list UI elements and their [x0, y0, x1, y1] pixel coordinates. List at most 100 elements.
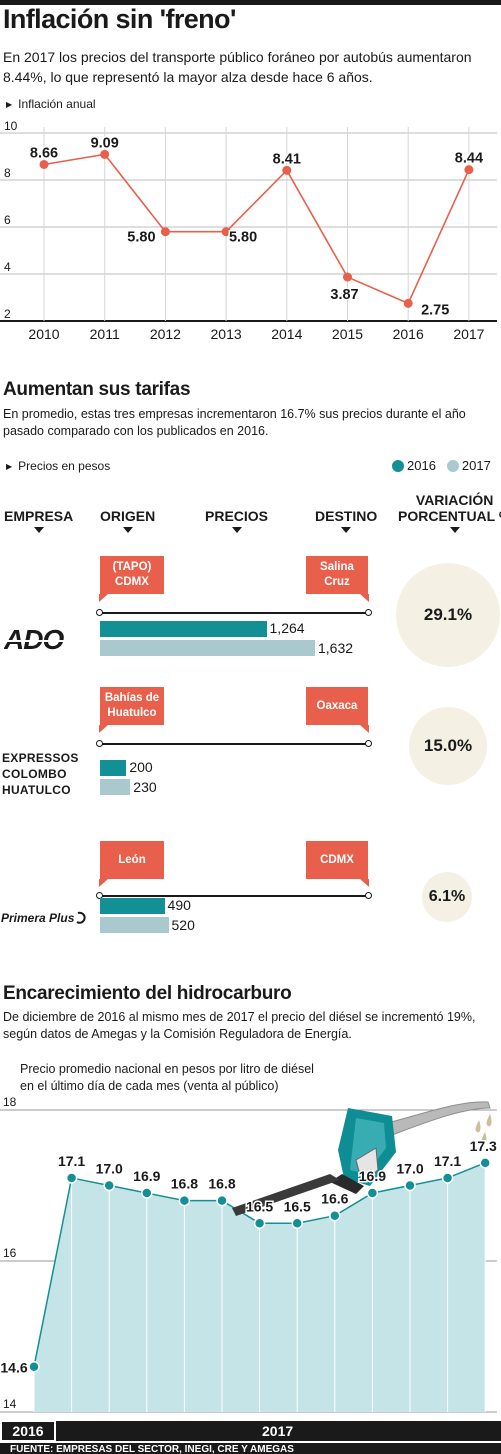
primera-plus-logo-text: Primera Plus [1, 911, 75, 925]
data-point [100, 149, 110, 159]
origin-tag: (TAPO) CDMX [99, 556, 164, 602]
data-label: 16.8 [208, 1176, 235, 1192]
inflation-y-ticks: 10 8 6 4 2 [4, 119, 18, 321]
x-tick-label: 2012 [150, 326, 181, 342]
data-label: 17.1 [434, 1153, 461, 1169]
y-tick-label: 10 [4, 119, 18, 133]
data-point [291, 1217, 303, 1229]
y-tick-label: 6 [4, 213, 11, 227]
origin-label-1: Bahías de [104, 692, 160, 704]
diesel-points [28, 1157, 491, 1373]
variation-circle: 6.1% [422, 872, 472, 922]
destination-label-1: Salina [320, 561, 354, 573]
col-empresa: EMPRESA [4, 508, 73, 533]
data-label: 14.6 [0, 1360, 27, 1376]
data-label: 5.80 [127, 230, 155, 246]
diesel-y-ticks: 18 16 14 [3, 1095, 17, 1411]
section2-intro: En promedio, estas tres empresas increme… [3, 407, 466, 438]
caret-down-icon [33, 527, 44, 533]
data-point [141, 1187, 153, 1199]
data-label: 16.5 [246, 1198, 273, 1214]
data-point [464, 165, 474, 175]
x-tick-label: 2015 [332, 326, 363, 342]
bar-2016 [100, 760, 127, 776]
origin-label-2: Huatulco [107, 707, 157, 719]
intro-text: En 2017 los precios del transporte públi… [3, 49, 472, 85]
bar-2017 [100, 779, 131, 795]
bar-2017 [100, 917, 169, 933]
data-point [329, 1209, 341, 1222]
data-label: 8.66 [30, 145, 58, 161]
col-variacion-label-2: PORCENTUAL % [398, 508, 501, 524]
origin-tag: León [99, 841, 164, 887]
fuel-nozzle-illustration [232, 1101, 492, 1216]
diesel-data-labels: 14.6 17.1 17.0 16.9 16.8 16.8 16.5 16.5 16.6 16.9… [0, 1136, 499, 1377]
data-point [160, 227, 170, 237]
data-label: 5.80 [229, 230, 257, 246]
legend-label-2016: 2016 [407, 458, 436, 473]
data-point [282, 165, 292, 175]
origin-tag: Bahías de Huatulco [99, 687, 164, 733]
bar-2016 [100, 621, 267, 637]
legend-swatch-2016 [392, 459, 404, 472]
data-label: 3.87 [330, 287, 358, 303]
destination-label-2: Cruz [324, 576, 350, 588]
data-label: 16.6 [321, 1191, 348, 1207]
data-label: 2.75 [421, 302, 449, 318]
page-title: Inflación sin 'freno' [3, 4, 236, 34]
year-band [0, 1421, 501, 1441]
bar-2017-value: 520 [171, 917, 195, 933]
y-tick-label: 16 [3, 1246, 17, 1260]
prices-legend-label: Precios en pesos [18, 459, 111, 473]
ado-logo: ADO [3, 624, 84, 658]
origin-label-2: CDMX [115, 576, 149, 588]
data-point [103, 1179, 115, 1192]
data-label: 17.1 [58, 1153, 85, 1169]
caret-down-icon [449, 527, 460, 533]
col-empresa-label: EMPRESA [4, 508, 74, 524]
col-precios-label: PRECIOS [205, 508, 269, 524]
col-variacion-label-1: VARIACIÓN [415, 492, 494, 508]
inflation-legend: ▶ Inflación anual [6, 97, 96, 111]
inflation-data-labels: 8.66 9.09 5.80 5.80 8.41 3.87 2.75 8.44 [28, 134, 484, 320]
inflation-line [43, 153, 470, 305]
diesel-chart-title: Precio promedio nacional en pesos por li… [20, 1061, 314, 1095]
triangle-icon: ▶ [6, 100, 13, 109]
destination-tag: Oaxaca [306, 687, 369, 733]
inflation-gridlines [0, 127, 497, 322]
data-point [403, 298, 413, 308]
company-name-3: HUATULCO [2, 783, 71, 797]
data-point [28, 1360, 40, 1373]
bar-2017-value: 230 [133, 779, 157, 795]
x-tick-label: 2017 [453, 326, 484, 342]
data-label: 17.3 [470, 1138, 497, 1154]
series-legend: 2016 2017 [392, 458, 491, 473]
legend-label-2017: 2017 [461, 458, 491, 473]
col-destino: DESTINO [315, 508, 377, 533]
destination-tag: Salina Cruz [306, 556, 369, 602]
y-tick-label: 4 [4, 260, 11, 274]
data-point [65, 1172, 78, 1184]
data-label: 16.9 [133, 1168, 160, 1184]
bar-2016 [100, 898, 165, 914]
destination-tag: CDMX [306, 841, 369, 887]
ado-logo-text: ADO [4, 627, 64, 653]
data-label: 16.8 [171, 1176, 198, 1192]
data-label: 16.5 [284, 1198, 311, 1214]
legend-swatch-2017 [446, 459, 459, 472]
route-line [96, 609, 372, 616]
origin-label-1: León [118, 853, 146, 866]
inflation-legend-label: Inflación anual [18, 97, 96, 111]
y-tick-label: 14 [3, 1397, 17, 1411]
destination-label-1: Oaxaca [316, 699, 358, 712]
route-line [96, 740, 372, 747]
caret-down-icon [231, 527, 242, 533]
diesel-series [33, 1162, 486, 1412]
data-point [404, 1179, 416, 1192]
data-label: 8.44 [455, 151, 483, 167]
origin-label-1: (TAPO) [112, 561, 152, 573]
data-point [216, 1194, 228, 1207]
data-point [343, 272, 352, 282]
